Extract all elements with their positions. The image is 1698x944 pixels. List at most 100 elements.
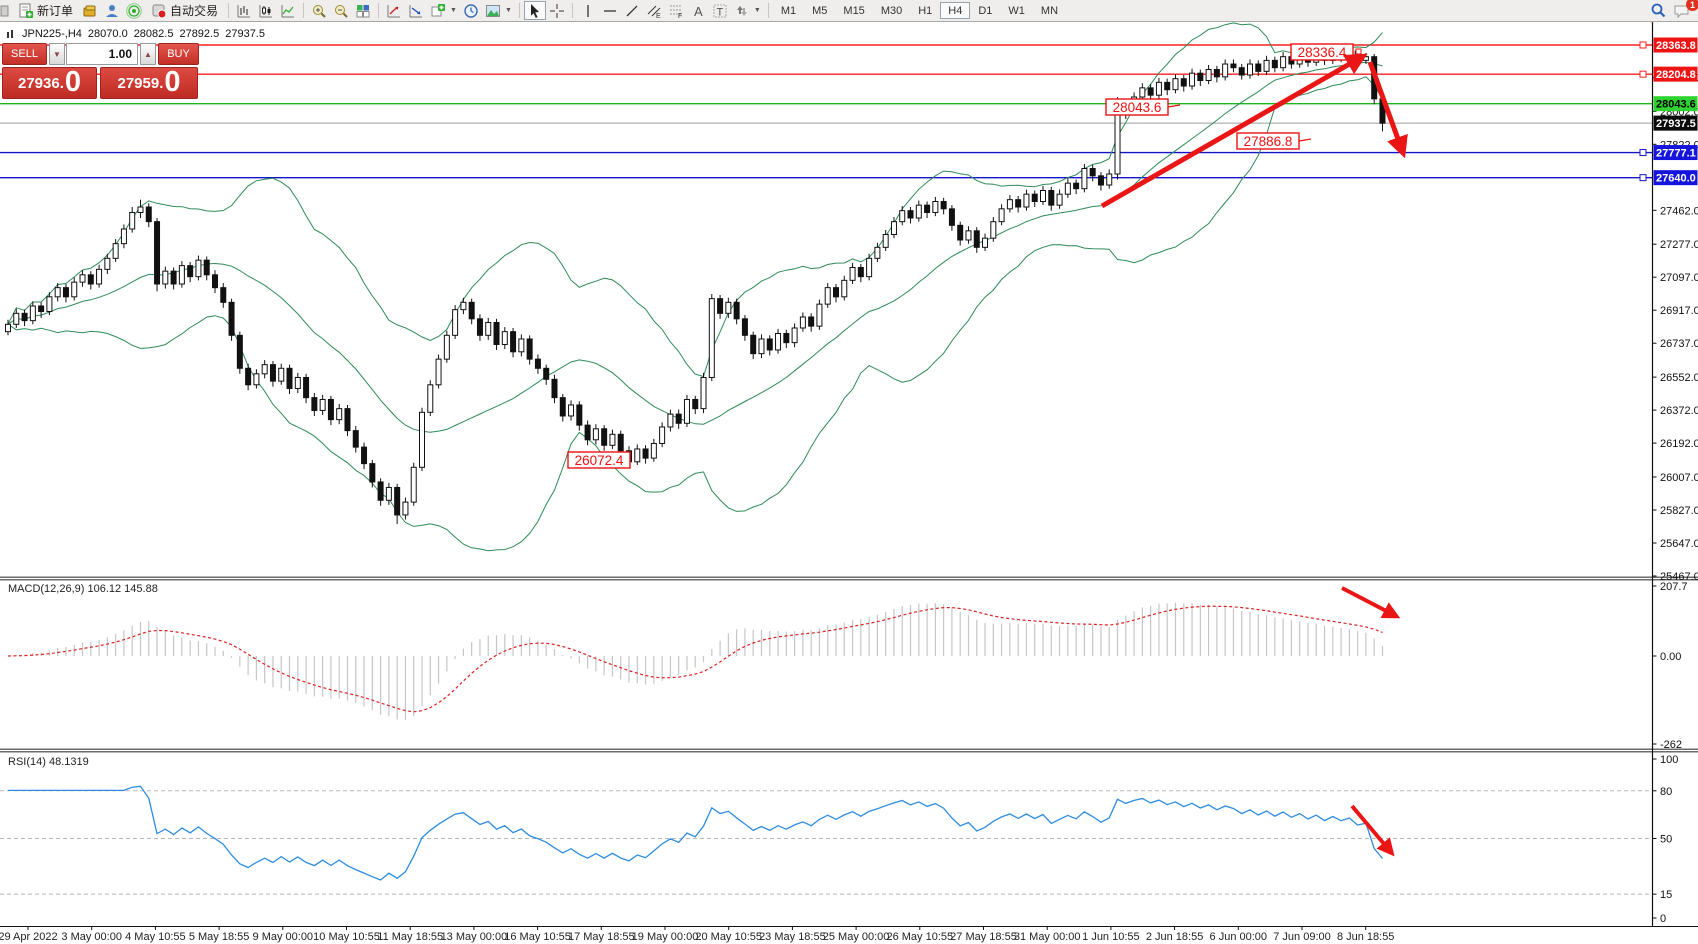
zoom-in-button[interactable]	[308, 1, 330, 20]
bar-chart-mode-button[interactable]	[233, 1, 255, 20]
text-tool-button[interactable]: A	[687, 1, 709, 20]
tile-windows-button[interactable]	[352, 1, 374, 20]
market-watch-button[interactable]	[79, 1, 101, 20]
svg-text:0: 0	[1660, 913, 1666, 925]
svg-text:27777.1: 27777.1	[1656, 148, 1696, 160]
timeframe-M5[interactable]: M5	[812, 4, 828, 17]
volume-increase-button[interactable]: ▲	[140, 43, 156, 65]
annotation-price-label[interactable]: 28043.6	[1105, 98, 1181, 116]
svg-text:5 May 18:55: 5 May 18:55	[189, 931, 250, 943]
arrows-icon	[736, 5, 747, 16]
clipped-chart-icon	[0, 5, 9, 16]
rsi-pane	[0, 785, 1652, 895]
add-indicator-icon	[431, 3, 446, 16]
clipped-left-button[interactable]	[0, 1, 12, 20]
trend-arrow[interactable]	[1341, 586, 1401, 619]
dropdown-caret-icon: ▼	[450, 7, 457, 14]
horizontal-line-icon	[603, 9, 616, 12]
navigator-button[interactable]	[101, 1, 123, 20]
trend-arrow[interactable]	[1367, 61, 1408, 159]
sell-button[interactable]: SELL	[2, 43, 47, 65]
arrows-tool-button[interactable]: ▼	[731, 1, 764, 20]
line-chart-mode-button[interactable]	[277, 1, 299, 20]
chart-mini-icon	[7, 30, 13, 38]
trend-arrow[interactable]	[1100, 53, 1368, 209]
svg-text:80: 80	[1660, 786, 1672, 798]
periods-button[interactable]	[460, 1, 482, 20]
equidistant-channel-tool-button[interactable]: E	[643, 1, 665, 20]
line-handle[interactable]	[1639, 149, 1647, 157]
chart-canvas[interactable]: 28187.028002.027822.027462.027277.027097…	[0, 21, 1698, 944]
buy-price-main: 27959.	[117, 75, 164, 92]
svg-text:27 May 18:55: 27 May 18:55	[950, 931, 1017, 943]
volume-decrease-button[interactable]: ▼	[49, 43, 65, 65]
price-badge	[1653, 37, 1698, 53]
sell-price[interactable]: 27936. 0	[2, 67, 97, 99]
search-button[interactable]	[1647, 1, 1670, 20]
timeframe-H4[interactable]: H4	[940, 2, 971, 19]
svg-text:6 Jun 00:00: 6 Jun 00:00	[1210, 931, 1268, 943]
toolbar-separator	[303, 3, 305, 18]
svg-text:2 Jun 18:55: 2 Jun 18:55	[1146, 931, 1204, 943]
fibonacci-tool-button[interactable]: F	[665, 1, 687, 20]
rsi-line	[8, 785, 1383, 881]
svg-text:100: 100	[1660, 754, 1678, 766]
trendline-tool-button[interactable]	[621, 1, 643, 20]
line-handle[interactable]	[1639, 70, 1647, 78]
annotation-price-label[interactable]: 28336.4	[1290, 43, 1362, 61]
volume-input[interactable]: 1.00	[66, 43, 138, 65]
svg-text:28204.8: 28204.8	[1656, 69, 1696, 81]
annotation-price-label[interactable]: 26072.4	[567, 451, 631, 469]
rsi-label: RSI(14) 48.1319	[8, 756, 89, 768]
line-handle[interactable]	[1639, 41, 1647, 49]
price-badge	[1653, 66, 1698, 82]
annotation-price-label[interactable]: 27886.8	[1236, 132, 1312, 150]
svg-text:27277.0: 27277.0	[1660, 239, 1698, 251]
bar-high: 28082.5	[133, 28, 174, 40]
notifications-button[interactable]: 1	[1670, 0, 1698, 20]
new-order-button[interactable]: 新订单	[12, 1, 79, 20]
templates-button[interactable]: ▼	[482, 1, 515, 20]
data-window-button[interactable]	[405, 1, 427, 20]
svg-text:28363.8: 28363.8	[1656, 40, 1696, 52]
zoom-out-button[interactable]	[330, 1, 352, 20]
svg-text:27937.5: 27937.5	[1656, 118, 1696, 130]
vertical-line-tool-button[interactable]	[577, 1, 599, 20]
zoom-in-icon	[313, 4, 326, 18]
svg-text:31 May 00:00: 31 May 00:00	[1014, 931, 1081, 943]
timeframe-H1[interactable]: H1	[918, 4, 933, 17]
svg-text:-262: -262	[1660, 739, 1682, 751]
profiles-button[interactable]	[383, 1, 405, 20]
buy-price[interactable]: 27959. 0	[100, 67, 198, 99]
svg-text:7 Jun 09:00: 7 Jun 09:00	[1273, 931, 1331, 943]
timeframe-M30[interactable]: M30	[880, 4, 903, 17]
timeframe-W1[interactable]: W1	[1008, 4, 1025, 17]
text-label-tool-button[interactable]: T	[709, 1, 731, 20]
new-order-icon	[19, 3, 33, 18]
clock-icon	[464, 3, 478, 18]
template-image-icon	[485, 4, 500, 17]
trend-arrow[interactable]	[1350, 804, 1395, 857]
crosshair-tool-button[interactable]	[546, 1, 568, 20]
chart-arrow-down-icon	[409, 4, 423, 17]
svg-text:13 May 00:00: 13 May 00:00	[441, 931, 508, 943]
dropdown-caret-icon: ▼	[504, 7, 512, 14]
line-handle[interactable]	[1639, 174, 1647, 182]
timeframe-MN[interactable]: MN	[1040, 4, 1059, 17]
price-badge	[1653, 170, 1698, 186]
svg-text:4 May 10:55: 4 May 10:55	[125, 931, 186, 943]
bar-low: 27892.5	[179, 28, 220, 40]
candlestick-mode-button[interactable]	[255, 1, 277, 20]
timeframe-M1[interactable]: M1	[780, 4, 797, 17]
add-indicator-button[interactable]: ▼	[427, 1, 460, 20]
buy-button[interactable]: BUY	[158, 43, 199, 65]
horizontal-line-tool-button[interactable]	[599, 1, 621, 20]
signals-button[interactable]	[123, 1, 145, 20]
timeframe-D1[interactable]: D1	[978, 4, 993, 17]
toolbar-separator	[571, 3, 573, 18]
cursor-icon	[530, 3, 539, 18]
timeframe-M15[interactable]: M15	[843, 4, 865, 17]
cursor-tool-button[interactable]	[523, 1, 546, 20]
auto-trading-button[interactable]: 自动交易	[145, 1, 224, 20]
channel-icon: E	[647, 5, 661, 19]
